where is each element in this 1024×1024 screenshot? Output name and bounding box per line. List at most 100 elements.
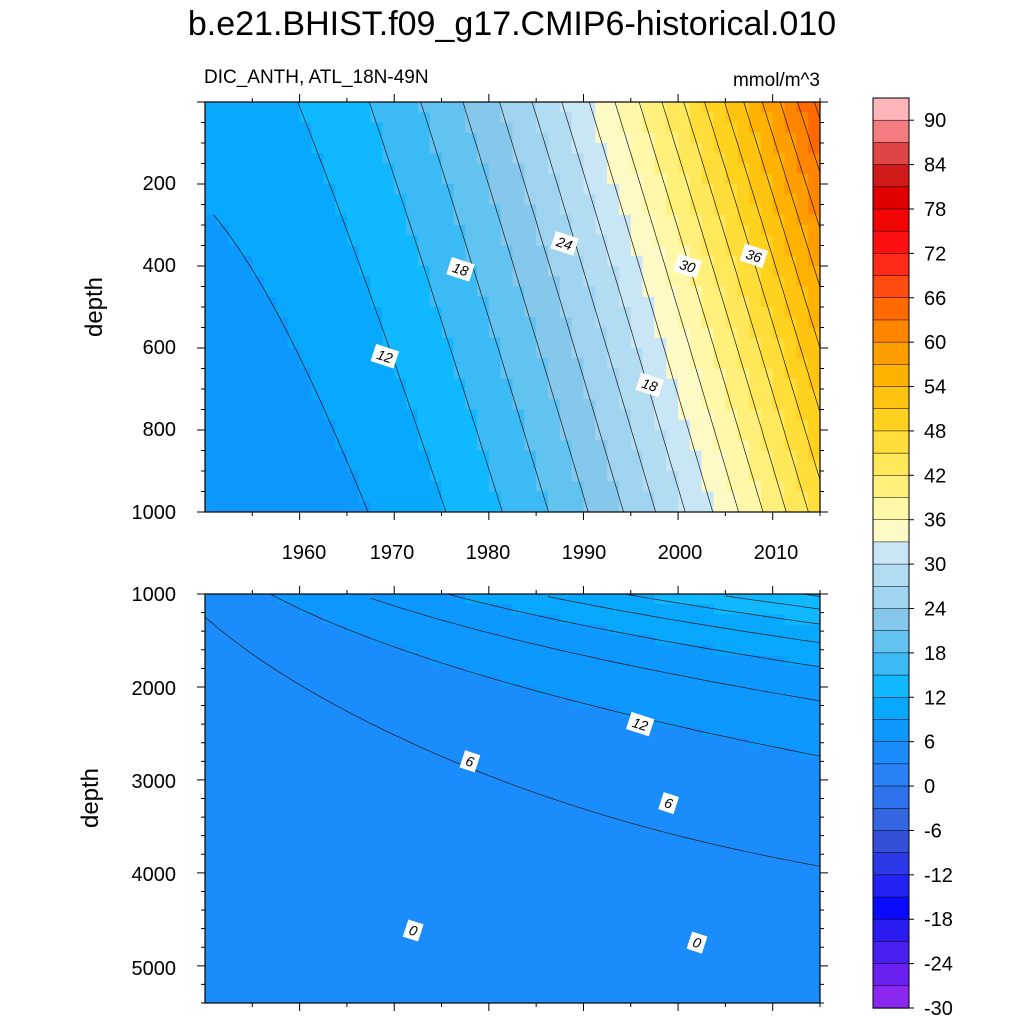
heatmap-cell [453,839,466,851]
heatmap-cell [784,255,797,267]
heatmap-cell [417,675,431,687]
heatmap-cell [595,214,608,226]
heatmap-cell [607,716,620,728]
heatmap-cell [642,951,656,963]
heatmap-cell [453,645,466,656]
heatmap-cell [583,890,596,902]
heatmap-cell [240,778,253,789]
heatmap-cell [784,870,797,881]
heatmap-cell [618,808,632,820]
contour-label-text: 36 [744,246,764,266]
heatmap-cell [678,890,691,902]
heatmap-cell [524,686,537,697]
heatmap-cell [465,317,478,329]
heatmap-cell [689,870,703,881]
heatmap-cell [654,921,667,933]
heatmap-cell [216,214,230,226]
heatmap-cell [772,696,786,708]
heatmap-cell [346,450,360,462]
heatmap-cell [571,849,585,861]
heatmap-cell [216,972,230,984]
heatmap-cell [654,624,667,636]
heatmap-cell [630,788,644,800]
heatmap-cell [323,122,336,134]
heatmap-cell [488,982,502,994]
heatmap-cell [216,450,230,462]
heatmap-cell [429,941,443,953]
heatmap-cell [477,696,490,708]
heatmap-cell [358,962,372,973]
heatmap-cell [595,389,608,400]
heatmap-cell [618,173,632,185]
heatmap-cell [524,450,537,462]
heatmap-cell [382,450,395,462]
heatmap-cell [240,798,253,810]
heatmap-cell [654,184,667,195]
heatmap-cell [370,286,384,298]
heatmap-cell [642,778,656,789]
heatmap-cell [536,286,549,298]
heatmap-cell [477,143,490,154]
heatmap-cell [346,430,360,441]
heatmap-cell [701,594,715,605]
heatmap-cell [477,501,490,512]
heatmap-cell [689,430,703,441]
heatmap-cell [394,624,407,636]
heatmap-cell [382,696,395,708]
heatmap-cell [335,706,348,718]
heatmap-cell [536,430,549,441]
heatmap-cell [678,634,691,646]
heatmap-cell [595,675,608,687]
heatmap-cell [784,931,797,943]
heatmap-cell [264,757,277,769]
heatmap-cell [335,491,348,503]
heatmap-cell [299,276,313,288]
heatmap-cell [252,726,265,738]
heatmap-cell [595,337,608,349]
heatmap-cell [713,327,726,339]
heatmap-cell [760,214,774,226]
heatmap-cell [240,808,253,820]
heatmap-cell [205,184,218,195]
heatmap-cell [441,184,454,195]
heatmap-cell [240,747,253,759]
heatmap-cell [571,112,585,124]
heatmap-cell [453,348,466,359]
heatmap-cell [323,348,336,359]
heatmap-cell [394,378,407,390]
heatmap-cell [465,102,478,113]
heatmap-cell [382,716,395,728]
contour-label-bg [626,711,655,737]
heatmap-cell [547,409,561,421]
heatmap-cell [252,143,265,154]
heatmap-cell [228,992,242,1003]
heatmap-cell [512,880,525,892]
heatmap-cell [737,122,750,134]
heatmap-cell [264,737,277,748]
heatmap-cell [607,276,620,288]
heatmap-cell [559,788,573,800]
heatmap-cell [618,112,632,124]
heatmap-cell [441,818,454,830]
heatmap-cell [477,737,490,748]
heatmap-cell [524,194,537,206]
heatmap-cell [264,655,277,667]
heatmap-cell [335,501,348,512]
heatmap-cell [240,726,253,738]
colorbar-swatch [872,563,910,587]
heatmap-cell [559,143,573,154]
heatmap-cell [666,112,679,124]
heatmap-cell [737,757,750,769]
heatmap-cell [205,859,218,871]
heatmap-cell [618,132,632,144]
heatmap-cell [240,501,253,512]
heatmap-cell [630,419,644,431]
contour-label: 0 [402,919,424,942]
heatmap-cell [547,317,561,329]
heatmap-cell [607,982,620,994]
heatmap-cell [512,614,525,626]
heatmap-cell [417,931,431,943]
heatmap-cell [701,481,715,493]
heatmap-cell [772,665,786,677]
heatmap-cell [701,778,715,789]
